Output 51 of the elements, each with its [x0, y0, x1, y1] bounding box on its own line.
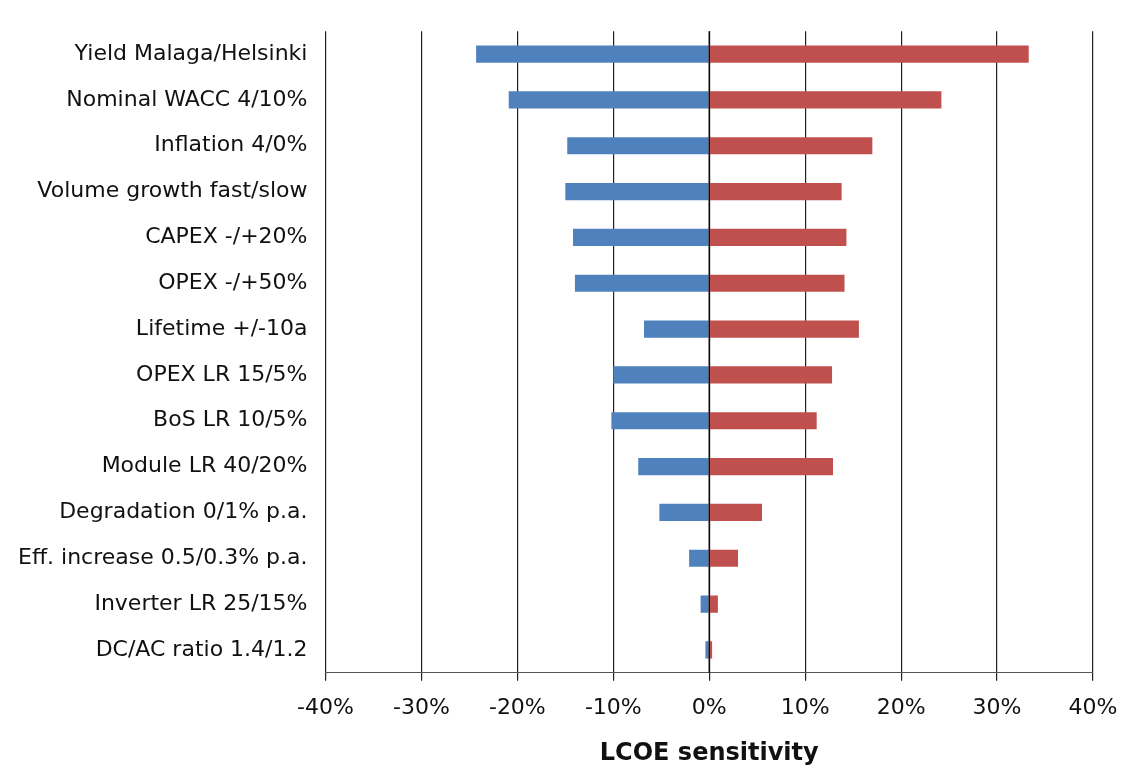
y-tick-label: Module LR 40/20% — [101, 452, 308, 478]
bar — [659, 503, 709, 521]
y-tick-label: Degradation 0/1% p.a. — [59, 498, 308, 524]
bar — [700, 595, 709, 613]
bar — [638, 457, 709, 476]
bar — [573, 228, 709, 247]
y-tick-label: Yield Malaga/Helsinki — [73, 39, 308, 65]
x-tick-label: -40% — [297, 693, 354, 719]
bar — [709, 412, 817, 430]
y-tick-label: Volume growth fast/slow — [37, 177, 308, 203]
bar — [709, 503, 763, 521]
y-tick-label: Inverter LR 25/15% — [94, 589, 308, 615]
x-tick-label: -20% — [488, 693, 546, 719]
y-tick-label: Nominal WACC 4/10% — [66, 85, 308, 111]
bar — [705, 641, 709, 659]
y-tick-label: Eff. increase 0.5/0.3% p.a. — [18, 543, 308, 569]
bar — [709, 366, 833, 384]
y-tick-label: CAPEX -/+20% — [145, 223, 308, 249]
y-tick-label: OPEX LR 15/5% — [136, 360, 308, 386]
x-axis-title: LCOE sensitivity — [599, 737, 820, 766]
bar — [709, 183, 842, 201]
bar — [508, 91, 709, 109]
bar — [476, 45, 709, 63]
x-tick-label: 0% — [691, 693, 727, 719]
bar — [689, 549, 709, 567]
x-tick-label: 20% — [876, 693, 926, 719]
bar — [611, 412, 709, 430]
x-tick-label: -30% — [393, 693, 450, 719]
x-tick-label: 40% — [1068, 693, 1118, 719]
x-tick-label: -10% — [584, 693, 642, 719]
y-tick-label: Inflation 4/0% — [154, 131, 308, 157]
bar — [709, 457, 833, 476]
bar — [565, 183, 709, 201]
bar — [709, 320, 859, 338]
bar — [709, 549, 739, 567]
bar — [709, 228, 847, 247]
bar — [709, 274, 845, 292]
bar — [709, 137, 873, 155]
bar — [709, 91, 942, 109]
y-tick-label: DC/AC ratio 1.4/1.2 — [95, 635, 308, 661]
x-tick-label: 30% — [972, 693, 1022, 719]
bar — [567, 137, 709, 155]
y-tick-label: Lifetime +/-10a — [135, 314, 308, 340]
bar — [644, 320, 709, 338]
x-tick-label: 10% — [780, 693, 830, 719]
bar — [574, 274, 709, 292]
bar — [709, 45, 1029, 63]
y-tick-label: OPEX -/+50% — [158, 268, 308, 294]
bar — [613, 366, 709, 384]
y-tick-label: BoS LR 10/5% — [153, 406, 308, 432]
bar — [709, 595, 718, 613]
